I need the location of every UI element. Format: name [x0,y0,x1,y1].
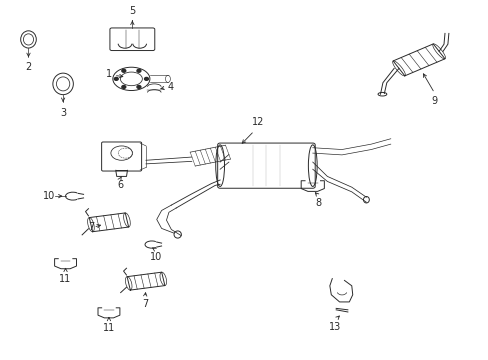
Text: 3: 3 [60,108,66,118]
Text: 6: 6 [117,180,123,190]
Circle shape [122,86,125,89]
Text: 12: 12 [251,117,264,127]
Text: 1: 1 [106,69,112,79]
Text: 13: 13 [328,322,340,332]
Text: 9: 9 [431,96,437,106]
Text: 11: 11 [102,323,115,333]
Text: 10: 10 [149,252,162,262]
Text: 10: 10 [43,191,56,201]
Text: 11: 11 [60,274,72,284]
Text: 8: 8 [315,198,321,208]
Circle shape [144,77,148,80]
Circle shape [137,86,141,89]
Text: 7: 7 [142,299,148,309]
Text: 5: 5 [129,6,135,16]
Circle shape [114,77,118,80]
Text: 2: 2 [25,62,32,72]
Text: 4: 4 [167,82,173,92]
Circle shape [137,69,141,72]
Text: 7: 7 [88,222,94,232]
Circle shape [122,69,125,72]
